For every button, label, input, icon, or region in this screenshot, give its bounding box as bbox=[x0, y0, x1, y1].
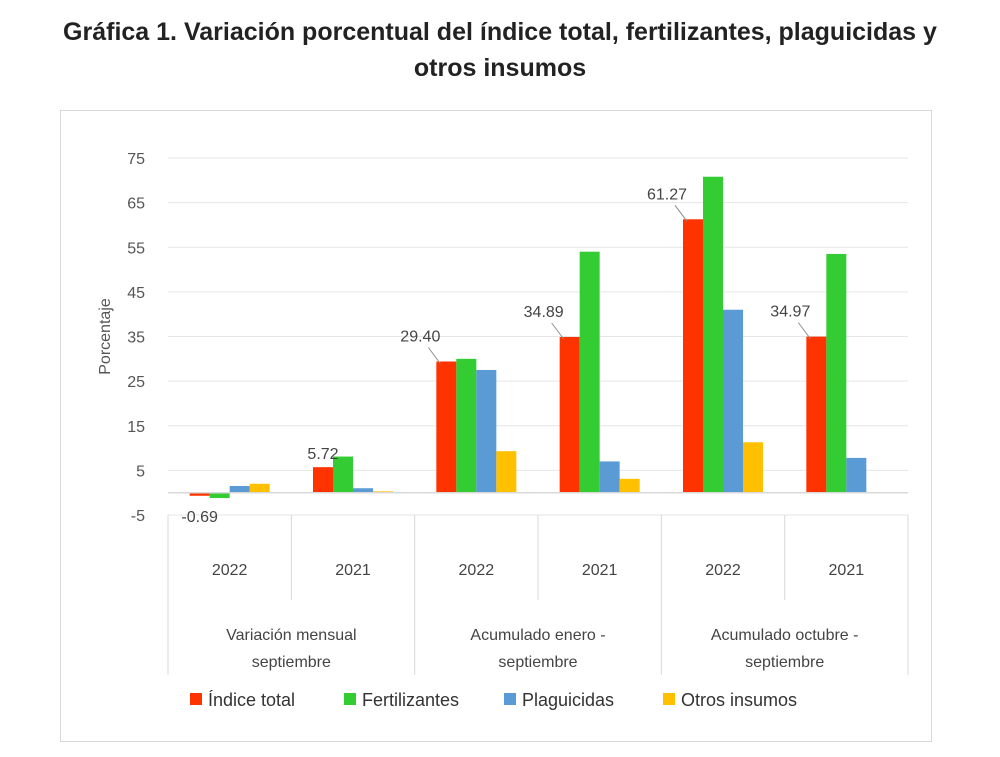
group-label-line1: Variación mensual bbox=[226, 627, 356, 644]
category-label: 2021 bbox=[582, 562, 618, 579]
data-label: 34.97 bbox=[770, 304, 810, 321]
bar-3-4 bbox=[743, 442, 763, 493]
data-label: 29.40 bbox=[400, 328, 440, 345]
bar-1-0 bbox=[209, 492, 230, 499]
y-tick-label: 5 bbox=[136, 463, 145, 480]
legend-label-2: Plaguicidas bbox=[522, 690, 614, 710]
category-label: 2022 bbox=[212, 562, 248, 579]
category-label: 2021 bbox=[829, 562, 865, 579]
chart-title: Gráfica 1. Variación porcentual del índi… bbox=[0, 14, 1000, 86]
group-label-line1: Acumulado octubre - bbox=[711, 627, 859, 644]
bar-0-1 bbox=[313, 467, 333, 493]
y-tick-label: 35 bbox=[127, 330, 145, 347]
bar-2-1 bbox=[353, 488, 373, 493]
y-tick-label: -5 bbox=[131, 508, 145, 525]
bar-3-2 bbox=[496, 451, 517, 493]
y-tick-label: 25 bbox=[127, 374, 145, 391]
group-label-line2: septiembre bbox=[498, 654, 577, 671]
bar-0-3 bbox=[559, 336, 580, 493]
leader-line bbox=[551, 322, 565, 340]
bar-0-0 bbox=[189, 492, 210, 496]
bar-0-2 bbox=[436, 361, 457, 493]
y-tick-label: 45 bbox=[127, 285, 145, 302]
legend-swatch-0 bbox=[190, 693, 202, 705]
legend-label-3: Otros insumos bbox=[681, 690, 797, 710]
bar-1-2 bbox=[456, 358, 477, 493]
legend-swatch-2 bbox=[504, 693, 516, 705]
bar-2-2 bbox=[476, 369, 497, 493]
chart-title-line2: otros insumos bbox=[413, 54, 587, 82]
category-label: 2021 bbox=[335, 562, 371, 579]
legend-swatch-3 bbox=[663, 693, 675, 705]
data-label: 34.89 bbox=[524, 304, 564, 321]
bar-3-3 bbox=[619, 478, 640, 493]
category-label: 2022 bbox=[705, 562, 741, 579]
chart-title-line1: Gráfica 1. Variación porcentual del índi… bbox=[63, 18, 937, 46]
bar-1-3 bbox=[579, 251, 600, 493]
legend-swatch-1 bbox=[344, 693, 356, 705]
y-tick-label: 55 bbox=[127, 240, 145, 257]
bar-1-1 bbox=[333, 456, 353, 493]
leader-line bbox=[674, 204, 688, 222]
bar-2-4 bbox=[723, 309, 743, 493]
data-label: -0.69 bbox=[181, 509, 218, 526]
y-axis-title: Porcentaje bbox=[97, 298, 114, 375]
data-label: 61.27 bbox=[647, 186, 687, 203]
y-tick-label: 15 bbox=[127, 419, 145, 436]
bar-2-0 bbox=[229, 485, 250, 493]
bar-1-4 bbox=[703, 176, 723, 493]
data-label: 5.72 bbox=[307, 446, 338, 463]
leader-line bbox=[797, 322, 811, 339]
bar-1-5 bbox=[826, 253, 847, 493]
group-label-line2: septiembre bbox=[745, 654, 824, 671]
legend-label-0: Índice total bbox=[208, 690, 295, 710]
bar-0-5 bbox=[806, 336, 827, 493]
y-tick-label: 65 bbox=[127, 196, 145, 213]
y-tick-label: 75 bbox=[127, 151, 145, 168]
group-label-line2: septiembre bbox=[252, 654, 331, 671]
legend-label-1: Fertilizantes bbox=[362, 690, 459, 710]
bar-2-5 bbox=[846, 457, 867, 493]
leader-line bbox=[427, 347, 441, 364]
bar-0-4 bbox=[683, 219, 703, 493]
bar-2-3 bbox=[599, 461, 620, 493]
group-label-line1: Acumulado enero - bbox=[470, 627, 605, 644]
bar-3-0 bbox=[249, 483, 270, 493]
category-label: 2022 bbox=[459, 562, 495, 579]
